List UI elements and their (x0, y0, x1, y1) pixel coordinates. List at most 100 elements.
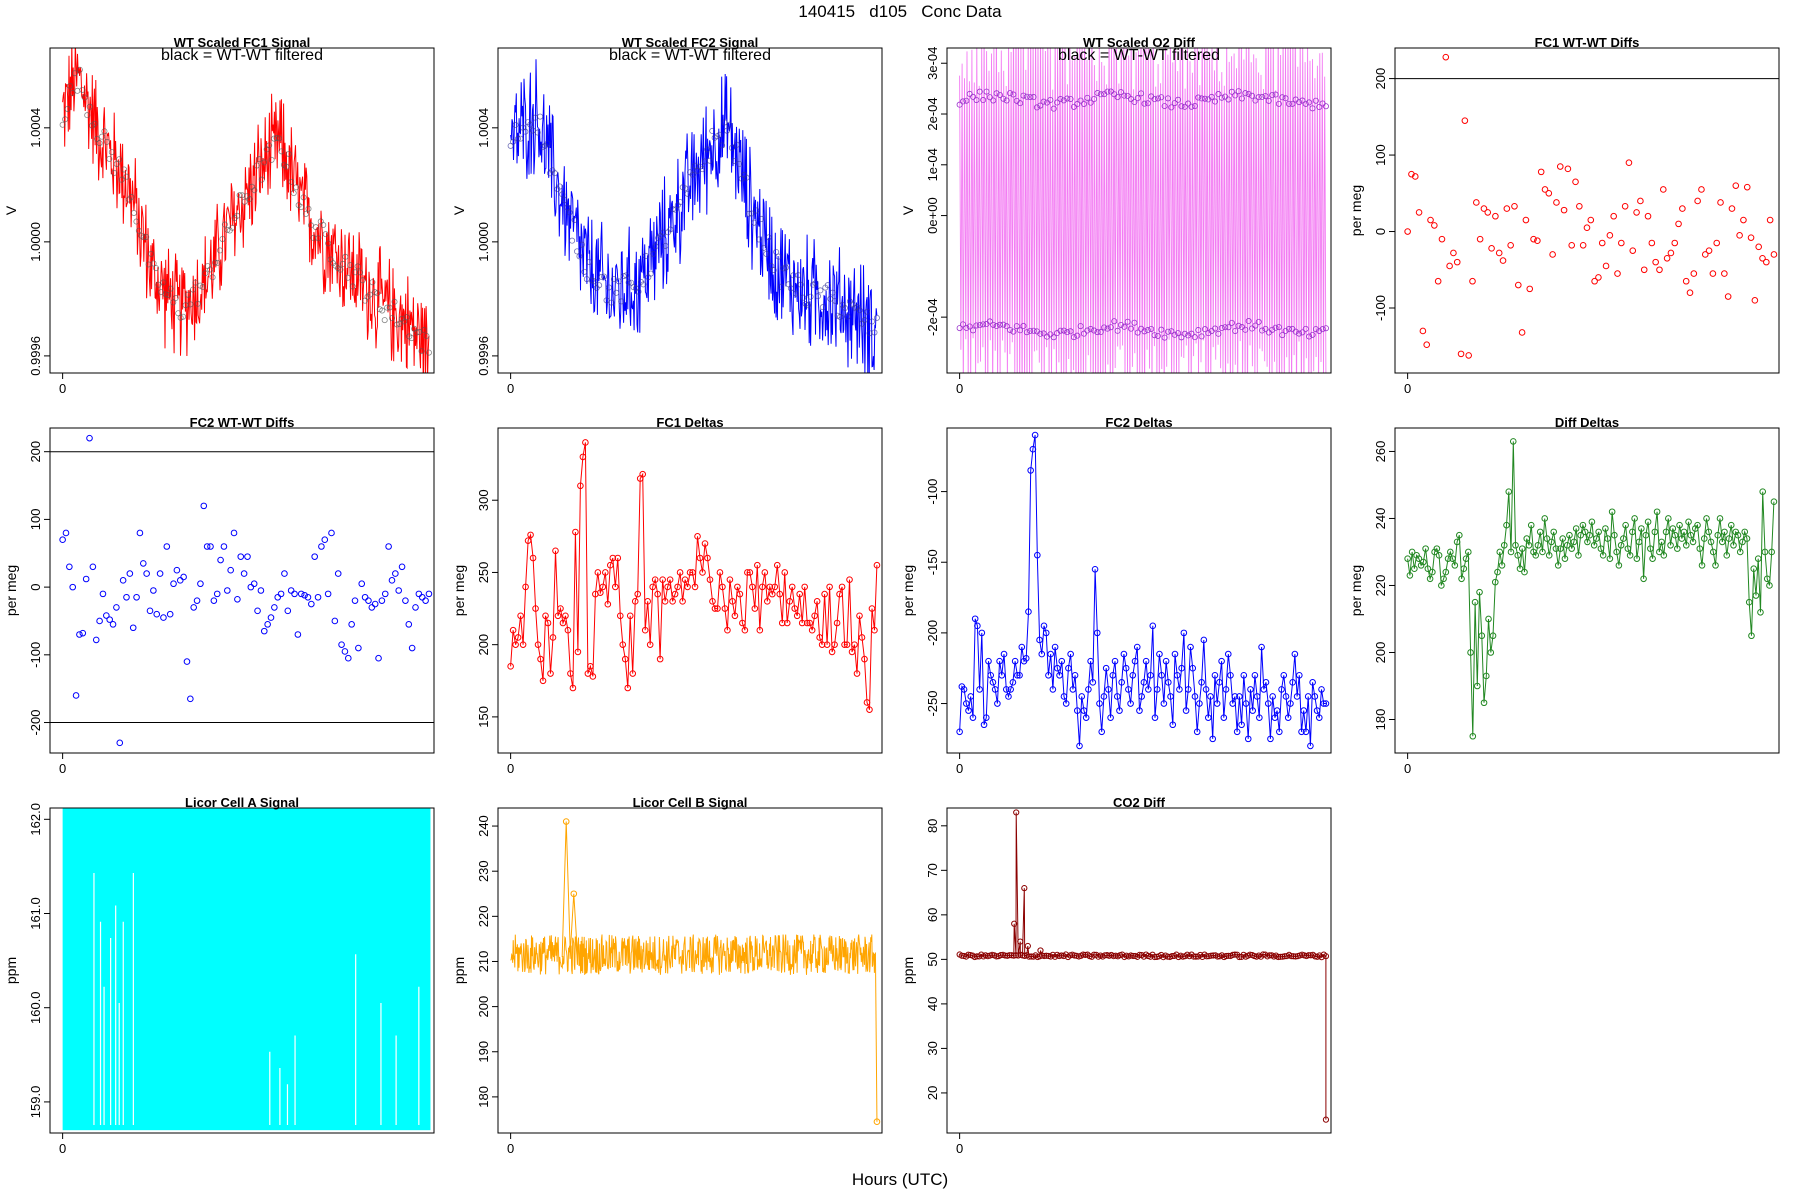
data-point (1435, 552, 1443, 559)
data-point (1242, 326, 1249, 333)
data-point (1080, 951, 1087, 958)
data-point (1181, 330, 1188, 337)
data-point (686, 569, 694, 576)
data-point (1319, 326, 1326, 333)
data-point (626, 612, 634, 620)
data-point (1745, 598, 1753, 606)
data-point (1064, 95, 1071, 102)
y-axis-label: per meg (3, 565, 19, 616)
data-point (613, 289, 620, 296)
data-point (412, 604, 419, 611)
data-point (1020, 92, 1027, 99)
y-axis-label: per meg (900, 565, 916, 616)
data-point (965, 707, 972, 714)
data-point (1014, 671, 1021, 679)
data-point (1051, 643, 1059, 651)
data-point (699, 569, 706, 576)
y-axis-label: ppm (900, 957, 916, 984)
data-point (594, 569, 602, 576)
data-point (1043, 952, 1050, 959)
data-point (402, 597, 409, 604)
data-point (92, 636, 100, 644)
y-axis-label: ppm (451, 957, 467, 984)
data-point (1700, 535, 1708, 542)
data-point (1485, 615, 1492, 623)
data-point (349, 283, 356, 290)
data-point (264, 621, 271, 628)
data-point (524, 537, 532, 544)
data-point (1461, 117, 1469, 124)
data-point (1306, 333, 1313, 340)
data-point (1222, 686, 1230, 693)
data-point (701, 540, 709, 547)
data-point (1743, 183, 1751, 191)
data-point (974, 622, 981, 630)
data-point (557, 605, 564, 612)
data-point (807, 293, 814, 300)
data-point (607, 561, 614, 569)
data-point (827, 295, 834, 302)
data-point (1476, 588, 1483, 596)
data-point (1161, 334, 1168, 341)
data-point (522, 583, 529, 591)
data-point (1025, 608, 1032, 615)
data-point (121, 166, 128, 173)
data-point (1136, 707, 1143, 714)
data-point (1164, 95, 1171, 102)
data-point (1759, 488, 1767, 495)
data-point (997, 952, 1004, 959)
data-point (704, 146, 711, 153)
data-point (1158, 326, 1165, 333)
data-point (1635, 538, 1643, 546)
data-point (603, 297, 610, 304)
data-point (162, 291, 169, 298)
data-point (1644, 212, 1652, 220)
x-tick-label: 0 (1404, 381, 1411, 396)
data-point (344, 274, 351, 281)
data-point (587, 663, 594, 670)
data-point (1216, 679, 1223, 686)
y-axis-label: per meg (1348, 185, 1364, 236)
data-point (625, 279, 632, 286)
data-point (736, 590, 744, 598)
data-point (311, 553, 318, 560)
data-point (1570, 538, 1578, 546)
data-point (1595, 274, 1602, 281)
chart-title: Licor Cell A Signal (185, 795, 299, 810)
data-point (982, 714, 990, 721)
data-point (669, 598, 676, 605)
data-point (1447, 548, 1454, 556)
data-point (863, 699, 871, 706)
data-point (1478, 632, 1486, 640)
data-point (1730, 541, 1737, 549)
data-point (210, 597, 218, 604)
data-point (1218, 94, 1225, 101)
data-point (1232, 327, 1239, 334)
data-point (1252, 97, 1259, 104)
data-point (1647, 545, 1654, 552)
data-point (1220, 714, 1228, 721)
data-point (1518, 545, 1526, 552)
data-point (230, 529, 238, 537)
data-point (385, 543, 392, 550)
data-point (1282, 95, 1289, 102)
data-point (1671, 239, 1679, 247)
data-point (318, 543, 325, 550)
y-tick-label: 240 (476, 815, 491, 837)
data-point (1320, 700, 1328, 707)
data-point (197, 580, 204, 588)
data-point (62, 116, 69, 123)
data-point (1094, 90, 1101, 97)
data-point (797, 281, 804, 288)
data-point (331, 617, 339, 625)
data-point (254, 607, 261, 615)
data-point (1536, 528, 1544, 536)
data-point (1210, 952, 1217, 959)
data-point (1096, 700, 1103, 707)
data-point (1158, 94, 1165, 101)
data-point (1141, 328, 1148, 335)
y-tick-label: 0 (28, 583, 43, 590)
data-point (1013, 809, 1020, 816)
data-point (1467, 649, 1474, 656)
data-point (739, 619, 746, 627)
